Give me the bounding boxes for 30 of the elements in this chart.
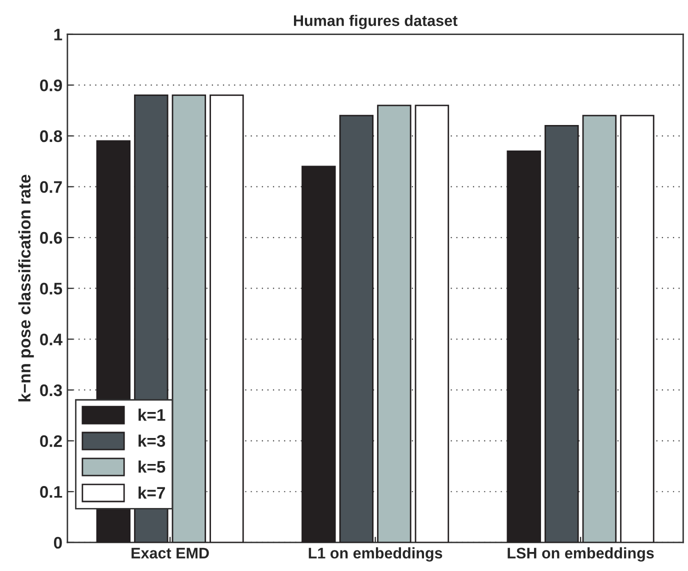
y-tick-label: 0.3	[40, 384, 62, 396]
bar	[544, 125, 579, 542]
bar	[172, 94, 206, 542]
legend-label: k=3	[138, 434, 166, 447]
y-tick-label: 0.9	[40, 79, 62, 92]
y-tick-label: 0.6	[40, 232, 62, 244]
bar	[620, 114, 654, 542]
y-tick-label: 0.8	[40, 130, 62, 142]
y-tick-label: 0	[54, 536, 62, 549]
bar	[339, 114, 374, 542]
legend-label: k=7	[138, 486, 165, 499]
chart-title: Human figures dataset	[294, 14, 458, 30]
legend-label: k=5	[138, 460, 166, 473]
y-tick-label: 0.1	[40, 486, 62, 498]
y-tick-label: 0.2	[40, 435, 62, 448]
bar	[302, 166, 336, 542]
bar	[506, 150, 542, 542]
bar	[210, 94, 244, 542]
y-tick-label: 0.7	[40, 181, 62, 193]
bar	[377, 104, 412, 542]
legend-label: k=1	[138, 408, 166, 421]
bar	[414, 104, 450, 542]
x-tick-label: L1 on embeddings	[308, 547, 442, 562]
bar	[582, 114, 617, 542]
y-tick-label: 0.4	[40, 334, 62, 346]
x-tick-label: LSH on embeddings	[508, 547, 654, 562]
y-tick-label: 1	[54, 28, 62, 40]
y-axis-title: k−nn pose classification rate	[18, 174, 34, 402]
y-tick-label: 0.5	[40, 282, 62, 295]
x-tick-label: Exact EMD	[132, 548, 209, 559]
